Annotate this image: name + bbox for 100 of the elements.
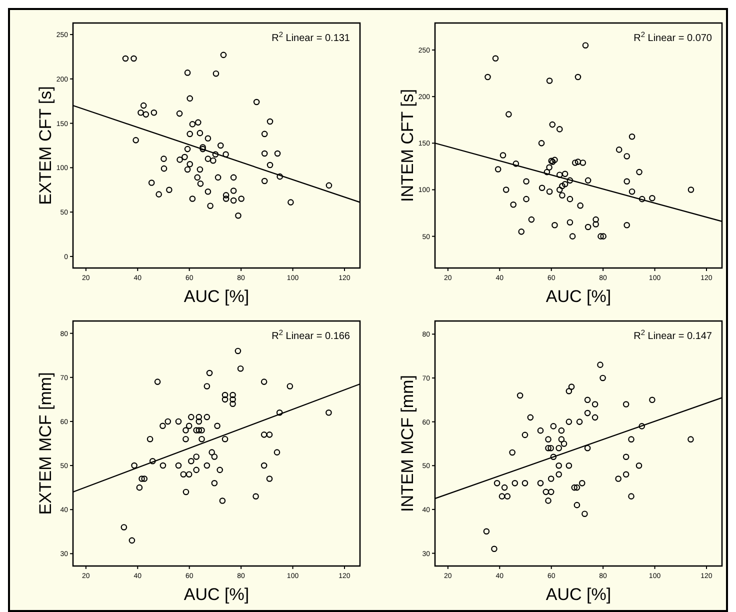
- point: [566, 196, 574, 202]
- point: [160, 422, 166, 430]
- point: [149, 458, 156, 464]
- point: [580, 160, 586, 166]
- point: [211, 480, 218, 486]
- point: [569, 233, 576, 240]
- point: [562, 170, 568, 178]
- point: [576, 418, 583, 425]
- point: [492, 55, 499, 62]
- point: [566, 219, 574, 226]
- point: [189, 121, 196, 128]
- point: [326, 182, 332, 189]
- point: [574, 484, 580, 491]
- point: [193, 427, 200, 434]
- point: [518, 228, 525, 235]
- point: [184, 70, 191, 76]
- point: [230, 392, 236, 398]
- point: [538, 184, 546, 192]
- point: [208, 449, 215, 456]
- point: [582, 42, 589, 49]
- point: [230, 396, 236, 403]
- point: [176, 156, 183, 163]
- point: [542, 488, 550, 496]
- point: [184, 146, 191, 152]
- point: [600, 374, 606, 382]
- point: [628, 188, 636, 195]
- point: [622, 454, 630, 460]
- point: [266, 118, 274, 125]
- point: [182, 488, 190, 496]
- point: [592, 221, 599, 228]
- point: [624, 222, 630, 228]
- point: [582, 510, 588, 517]
- point: [558, 427, 565, 434]
- point: [210, 157, 216, 164]
- point: [509, 449, 516, 456]
- point: [528, 216, 535, 223]
- point: [566, 388, 572, 394]
- point: [638, 423, 645, 430]
- point: [141, 476, 148, 482]
- point: [326, 410, 332, 416]
- point: [222, 192, 230, 198]
- point: [276, 410, 283, 416]
- point: [600, 233, 606, 240]
- point: [545, 444, 552, 452]
- point: [220, 52, 227, 58]
- point: [160, 165, 168, 172]
- point: [186, 130, 194, 138]
- x-axis-title: AUC [%]: [546, 287, 612, 306]
- point: [274, 150, 281, 157]
- point: [288, 199, 294, 206]
- point: [130, 55, 137, 62]
- point: [636, 462, 642, 469]
- point: [206, 370, 213, 376]
- point: [568, 384, 575, 390]
- point: [556, 186, 563, 193]
- point: [230, 197, 237, 204]
- point: [196, 418, 202, 425]
- point: [212, 151, 219, 158]
- point: [556, 126, 563, 132]
- x-axis-title: AUC [%]: [184, 287, 250, 306]
- point: [502, 186, 510, 193]
- point: [559, 192, 566, 198]
- point: [523, 196, 530, 202]
- point: [574, 74, 582, 80]
- point: [628, 493, 634, 500]
- point: [234, 348, 242, 354]
- point: [556, 462, 562, 469]
- point: [562, 181, 568, 188]
- point: [572, 160, 578, 166]
- point: [274, 449, 280, 456]
- point: [188, 458, 194, 464]
- point: [150, 110, 158, 116]
- point: [584, 410, 591, 416]
- point: [186, 160, 194, 168]
- point: [558, 436, 565, 442]
- x-axis-title: AUC [%]: [184, 585, 250, 604]
- point: [616, 146, 622, 153]
- point: [286, 383, 294, 390]
- point: [230, 174, 237, 181]
- point: [193, 466, 200, 474]
- point: [128, 537, 136, 544]
- point: [194, 119, 202, 126]
- point: [546, 164, 552, 171]
- point: [550, 423, 557, 430]
- point: [584, 444, 591, 452]
- point: [527, 414, 534, 421]
- point: [494, 166, 502, 172]
- point: [252, 493, 259, 500]
- point: [584, 224, 592, 230]
- point: [592, 401, 598, 408]
- point: [622, 401, 630, 408]
- point: [222, 392, 228, 398]
- point: [197, 180, 204, 187]
- point: [164, 418, 172, 425]
- point: [544, 168, 550, 176]
- point: [266, 162, 274, 168]
- point: [484, 74, 491, 80]
- point: [196, 414, 202, 420]
- point: [628, 134, 636, 140]
- point: [204, 156, 212, 162]
